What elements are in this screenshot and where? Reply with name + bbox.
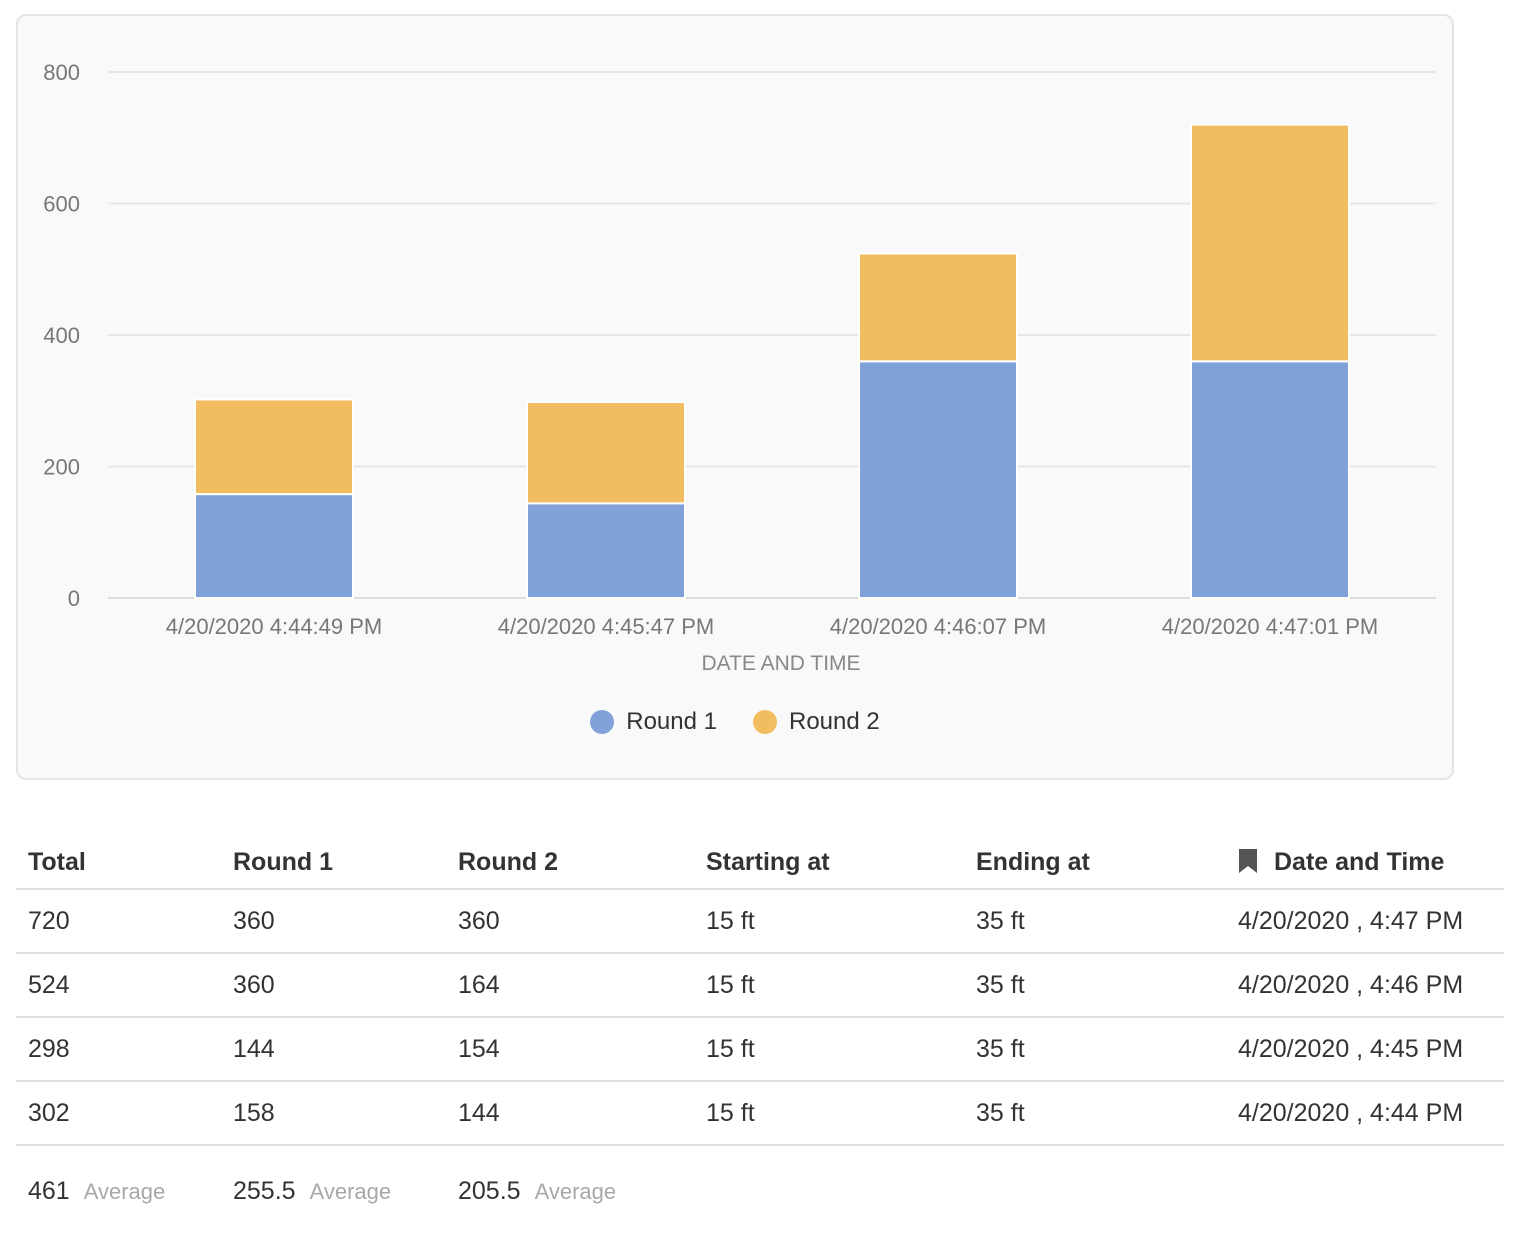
legend-label: Round 2 [789, 708, 880, 735]
summary-empty [964, 1145, 1226, 1230]
header-date-and-time[interactable]: Date and Time [1226, 836, 1504, 890]
stacked-bar-chart: 0 200 400 600 800 4/20/2020 4:44:49 PM 4/20/20… [43, 60, 1436, 675]
table-row[interactable]: 298 144 154 15 ft 35 ft 4/20/2020 , 4:45… [16, 1017, 1504, 1082]
cell-ending-at: 35 ft [964, 1081, 1226, 1146]
bar-segment [1190, 360, 1350, 599]
cell-date-and-time: 4/20/2020 , 4:45 PM [1226, 1017, 1504, 1082]
y-tick-label: 400 [43, 323, 80, 348]
bar-segment [858, 252, 1018, 363]
cell-date-and-time: 4/20/2020 , 4:44 PM [1226, 1081, 1504, 1146]
cell-round-1: 158 [221, 1081, 446, 1146]
x-tick-label: 4/20/2020 4:47:01 PM [1162, 614, 1379, 639]
summary-round-2-label: Average [534, 1178, 617, 1204]
summary-row: 461 Average 255.5 Average 205.5 Average [16, 1145, 1504, 1230]
y-tick-label: 0 [68, 586, 80, 611]
summary-total-value: 461 [28, 1176, 70, 1205]
bar-segment [526, 401, 686, 505]
bar-segment [1190, 123, 1350, 363]
legend-label: Round 1 [626, 708, 717, 735]
cell-total: 524 [16, 953, 221, 1018]
data-table: Total Round 1 Round 2 Starting at Ending… [16, 836, 1504, 1230]
summary-round-1: 255.5 Average [221, 1145, 446, 1230]
x-tick-label: 4/20/2020 4:45:47 PM [498, 614, 715, 639]
legend-swatch [753, 710, 777, 734]
bar-segment [194, 493, 354, 599]
cell-starting-at: 15 ft [694, 1081, 964, 1146]
cell-total: 720 [16, 889, 221, 954]
cell-round-2: 164 [446, 953, 694, 1018]
bar-segment [858, 360, 1018, 599]
cell-total: 302 [16, 1081, 221, 1146]
table-row[interactable]: 720 360 360 15 ft 35 ft 4/20/2020 , 4:47… [16, 889, 1504, 954]
header-round-1[interactable]: Round 1 [221, 836, 446, 890]
cell-date-and-time: 4/20/2020 , 4:47 PM [1226, 889, 1504, 954]
legend-swatch [590, 710, 615, 734]
cell-round-2: 360 [446, 889, 694, 954]
summary-empty [1226, 1145, 1504, 1230]
cell-ending-at: 35 ft [964, 889, 1226, 954]
chart-card: 0 200 400 600 800 4/20/2020 4:44:49 PM 4/20/20… [16, 14, 1454, 780]
x-tick-label: 4/20/2020 4:46:07 PM [830, 614, 1047, 639]
cell-round-2: 154 [446, 1017, 694, 1082]
summary-round-1-label: Average [309, 1178, 392, 1204]
header-date-and-time-label: Date and Time [1274, 847, 1445, 876]
cell-starting-at: 15 ft [694, 953, 964, 1018]
bookmark-icon [1239, 848, 1257, 873]
table-row[interactable]: 302 158 144 15 ft 35 ft 4/20/2020 , 4:44… [16, 1081, 1504, 1146]
summary-round-2-value: 205.5 [458, 1176, 521, 1205]
legend-item[interactable]: Round 1 [590, 708, 717, 736]
cell-date-and-time: 4/20/2020 , 4:46 PM [1226, 953, 1504, 1018]
y-tick-label: 800 [43, 60, 80, 85]
x-tick-label: 4/20/2020 4:44:49 PM [166, 614, 383, 639]
cell-ending-at: 35 ft [964, 953, 1226, 1018]
cell-round-1: 360 [221, 953, 446, 1018]
summary-empty [694, 1145, 964, 1230]
cell-ending-at: 35 ft [964, 1017, 1226, 1082]
header-ending-at[interactable]: Ending at [964, 836, 1226, 890]
bar-segment [194, 398, 354, 496]
header-round-2[interactable]: Round 2 [446, 836, 694, 890]
summary-round-2: 205.5 Average [446, 1145, 694, 1230]
header-starting-at[interactable]: Starting at [694, 836, 964, 890]
cell-starting-at: 15 ft [694, 889, 964, 954]
cell-total: 298 [16, 1017, 221, 1082]
cell-starting-at: 15 ft [694, 1017, 964, 1082]
x-axis-title: DATE AND TIME [701, 652, 860, 675]
legend-item[interactable]: Round 2 [753, 708, 880, 736]
y-tick-label: 600 [43, 192, 80, 217]
bar-segment [526, 502, 686, 600]
cell-round-2: 144 [446, 1081, 694, 1146]
cell-round-1: 360 [221, 889, 446, 954]
summary-total: 461 Average [16, 1145, 221, 1230]
header-total[interactable]: Total [16, 836, 221, 890]
y-tick-label: 200 [43, 455, 80, 480]
summary-total-label: Average [83, 1178, 166, 1204]
table-row[interactable]: 524 360 164 15 ft 35 ft 4/20/2020 , 4:46… [16, 953, 1504, 1018]
chart-legend: Round 1 Round 2 [18, 708, 1452, 736]
cell-round-1: 144 [221, 1017, 446, 1082]
table-header-row: Total Round 1 Round 2 Starting at Ending… [16, 836, 1504, 890]
summary-round-1-value: 255.5 [233, 1176, 296, 1205]
